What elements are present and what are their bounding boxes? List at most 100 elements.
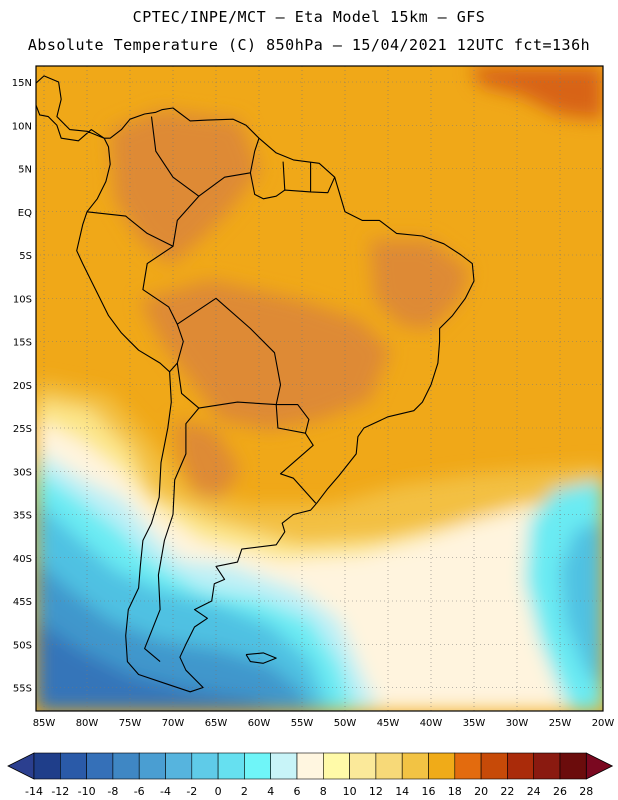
colorbar-swatch bbox=[191, 752, 219, 780]
colorbar-swatch bbox=[559, 752, 587, 780]
colorbar-swatch bbox=[322, 752, 350, 780]
colorbar-tick-label: 6 bbox=[294, 785, 301, 798]
colorbar-swatch bbox=[401, 752, 429, 780]
lat-label: 45S bbox=[13, 597, 32, 608]
colorbar-swatch bbox=[165, 752, 193, 780]
colorbar-tick-label: 18 bbox=[448, 785, 462, 798]
longitude-labels: 85W 80W 75W 70W 65W 60W 55W 50W 45W 40W 35W 30W 25W 2… bbox=[33, 718, 615, 729]
country-border bbox=[282, 161, 286, 191]
lat-label: 35S bbox=[13, 511, 32, 522]
colorbar-tick-label: -4 bbox=[160, 785, 171, 798]
central-america-coastline bbox=[36, 75, 105, 142]
lat-label: 55S bbox=[13, 684, 32, 695]
colorbar-tick-label: 14 bbox=[395, 785, 409, 798]
field-ne-red bbox=[470, 66, 603, 120]
colorbar-tick-label: 22 bbox=[500, 785, 514, 798]
colorbar-tick-label: 2 bbox=[241, 785, 248, 798]
lat-label: 15N bbox=[12, 78, 32, 89]
colorbar-swatch bbox=[480, 752, 508, 780]
field-amazon-hot bbox=[110, 110, 260, 265]
lon-label: 60W bbox=[248, 718, 271, 729]
lat-label: 10N bbox=[12, 121, 32, 132]
lat-label: 30S bbox=[13, 467, 32, 478]
colorbar-swatch bbox=[244, 752, 271, 780]
colorbar-tick-label: 24 bbox=[527, 785, 541, 798]
lat-label: 50S bbox=[13, 640, 32, 651]
colorbar-swatch bbox=[59, 752, 87, 780]
lon-label: 45W bbox=[377, 718, 400, 729]
colorbar-tick-label: -2 bbox=[186, 785, 197, 798]
field-argentina-hot bbox=[175, 420, 240, 500]
lon-label: 25W bbox=[549, 718, 572, 729]
colorbar-tick-label: 26 bbox=[553, 785, 567, 798]
field-east-blue bbox=[560, 520, 603, 690]
colorbar-tick-label: 8 bbox=[320, 785, 327, 798]
colorbar-tick-label: 10 bbox=[343, 785, 357, 798]
lon-label: 30W bbox=[506, 718, 529, 729]
country-border bbox=[176, 297, 282, 409]
colorbar-tick-label: 4 bbox=[267, 785, 274, 798]
map-frame bbox=[35, 65, 604, 712]
lon-label: 75W bbox=[119, 718, 142, 729]
lon-label: 80W bbox=[76, 718, 99, 729]
colorbar-swatch bbox=[112, 752, 140, 780]
lon-label: 35W bbox=[463, 718, 486, 729]
lat-label: 15S bbox=[13, 338, 32, 349]
colorbar-tick-label: -6 bbox=[134, 785, 145, 798]
lat-label: 10S bbox=[13, 294, 32, 305]
lon-label: 85W bbox=[33, 718, 56, 729]
graticule bbox=[36, 66, 603, 711]
colorbar-swatch bbox=[428, 752, 456, 780]
country-border bbox=[249, 138, 260, 173]
colorbar-tick-label: -14 bbox=[25, 785, 43, 798]
colorbar-tick-label: 0 bbox=[215, 785, 222, 798]
country-border bbox=[279, 432, 317, 504]
colorbar-tick-label: 20 bbox=[474, 785, 488, 798]
lon-label: 70W bbox=[162, 718, 185, 729]
temperature-field bbox=[36, 66, 603, 711]
colorbar-tick-label: 16 bbox=[422, 785, 436, 798]
colorbar-under-arrow bbox=[7, 752, 35, 780]
colorbar-swatch bbox=[270, 752, 298, 780]
lat-label: 20S bbox=[13, 381, 32, 392]
colorbar-swatch bbox=[86, 752, 114, 780]
lat-label: 5N bbox=[18, 165, 32, 176]
lat-label: 40S bbox=[13, 554, 32, 565]
field-blue-dark bbox=[36, 620, 280, 711]
colorbar-over-arrow bbox=[585, 752, 614, 780]
colorbar-tick-label: -12 bbox=[51, 785, 69, 798]
colorbar-swatch bbox=[349, 752, 377, 780]
south-america-coastline bbox=[76, 107, 475, 693]
colorbar-swatch bbox=[375, 752, 403, 780]
lat-label: 5S bbox=[19, 251, 32, 262]
country-border bbox=[198, 172, 336, 200]
chart-title-variable: Absolute Temperature (C) 850hPa – 15/04/… bbox=[27, 36, 591, 54]
colorbar-swatch bbox=[507, 752, 534, 780]
colorbar-swatch bbox=[138, 752, 166, 780]
lon-label: 40W bbox=[420, 718, 443, 729]
lon-label: 50W bbox=[334, 718, 357, 729]
lon-label: 55W bbox=[291, 718, 314, 729]
chart-title-model: CPTEC/INPE/MCT – Eta Model 15km – GFS bbox=[132, 8, 486, 26]
latitude-labels: 15N 10N 5N EQ 5S 10S 15S 20S 25S 30S 35S 40S 45S 50S 5… bbox=[12, 78, 32, 695]
colorbar-tick-label: 28 bbox=[579, 785, 593, 798]
country-border bbox=[144, 407, 200, 663]
country-border bbox=[86, 116, 200, 247]
lon-label: 65W bbox=[205, 718, 228, 729]
coastline bbox=[36, 75, 475, 693]
colorbar-swatch bbox=[533, 752, 561, 780]
colorbar-swatch bbox=[217, 752, 245, 780]
colorbar-tick-label: 12 bbox=[369, 785, 383, 798]
field-central-hot bbox=[140, 280, 390, 430]
colorbar-tick-label: -10 bbox=[78, 785, 96, 798]
falklands-coastline bbox=[245, 652, 277, 664]
colorbar-swatch bbox=[296, 752, 324, 780]
colorbar-swatch bbox=[454, 752, 482, 780]
colorbar-swatch bbox=[33, 752, 61, 780]
country-border bbox=[142, 245, 184, 373]
lat-label: 25S bbox=[13, 424, 32, 435]
field-ne-hot bbox=[370, 240, 470, 330]
country-border bbox=[275, 404, 310, 434]
